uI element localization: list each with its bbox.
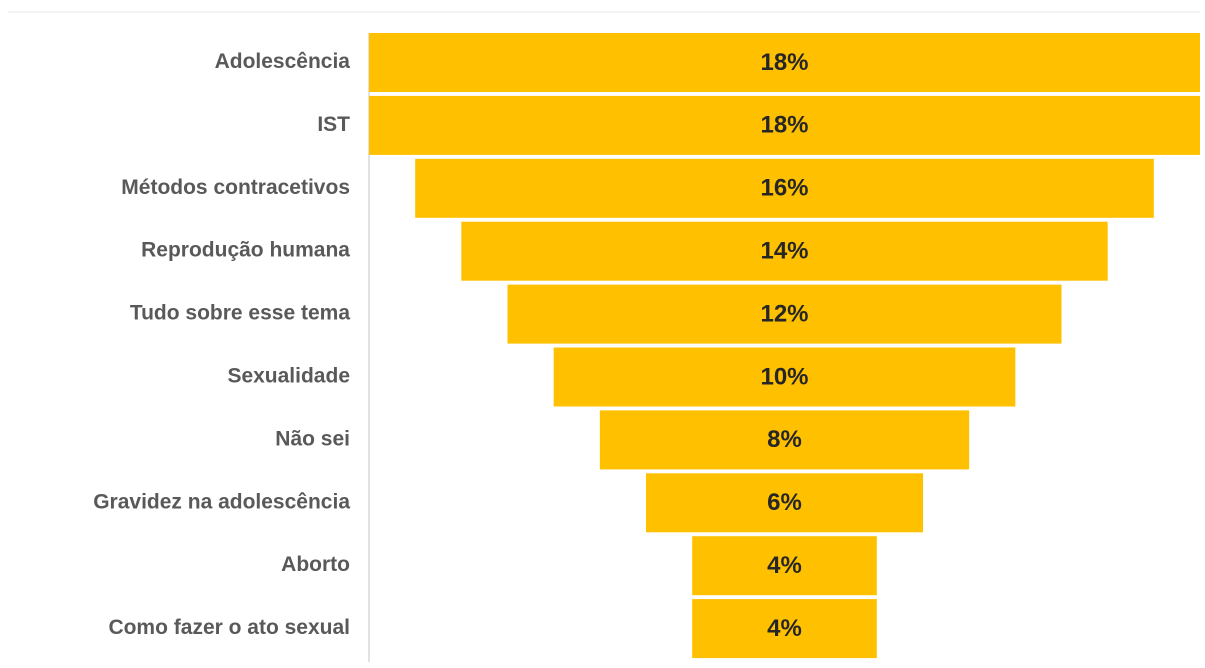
bar — [369, 33, 1200, 92]
category-label: Reprodução humana — [141, 239, 350, 262]
bar — [415, 158, 1154, 218]
bar — [461, 221, 1108, 281]
value-label: 4% — [767, 552, 802, 579]
value-label: 18% — [760, 49, 808, 76]
category-label: Sexualidade — [227, 365, 350, 388]
category-label: Como fazer o ato sexual — [108, 616, 350, 639]
bar — [599, 410, 970, 470]
bar — [646, 473, 923, 533]
value-label: 16% — [760, 175, 808, 202]
category-label: Não sei — [275, 427, 350, 450]
value-label: 12% — [760, 300, 808, 327]
category-label: Gravidez na adolescência — [93, 490, 350, 513]
value-label: 10% — [760, 363, 808, 390]
category-label: Adolescência — [215, 50, 351, 73]
category-label: Métodos contracetivos — [121, 176, 350, 199]
value-label: 4% — [767, 615, 802, 642]
category-label: Tudo sobre esse tema — [130, 302, 351, 325]
value-label: 8% — [767, 426, 802, 453]
category-label: Aborto — [281, 553, 350, 576]
value-label: 18% — [760, 112, 808, 139]
category-label: IST — [317, 113, 350, 136]
bar — [369, 95, 1200, 155]
bar — [692, 536, 877, 596]
value-label: 6% — [767, 489, 802, 516]
value-label: 14% — [760, 238, 808, 265]
bar — [692, 599, 877, 659]
bar — [553, 347, 1016, 407]
bar — [507, 284, 1062, 344]
